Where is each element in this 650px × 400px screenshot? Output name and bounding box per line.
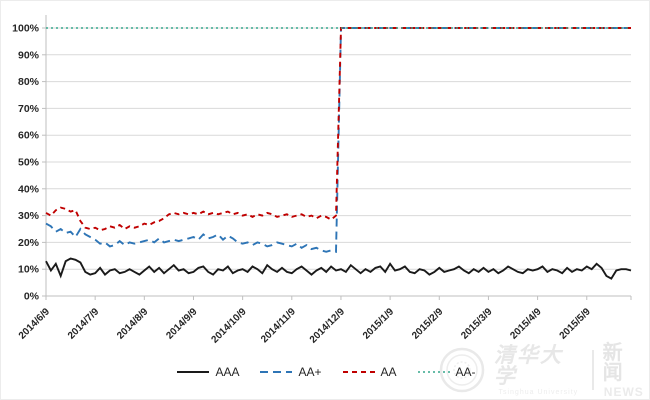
x-tick-label: 2014/10/9 xyxy=(210,306,250,346)
chart-legend: AAA AA+ AA AA- xyxy=(1,359,649,385)
line-chart: 0% 10% 20% 30% 40% 50% 60% 70% 80% 90% 100% 2014/6/… xyxy=(12,15,632,346)
legend-marker-AA+ xyxy=(260,371,293,373)
legend-item-AAA: AAA xyxy=(176,365,239,379)
legend-marker-AAA xyxy=(177,371,210,373)
x-tick-label: 2015/4/9 xyxy=(508,306,544,342)
x-tick-label: 2014/8/9 xyxy=(115,306,151,342)
legend-item-AA+: AA+ xyxy=(259,365,322,379)
legend-label-AA+: AA+ xyxy=(298,365,322,379)
y-tick-label: 0% xyxy=(24,291,40,303)
y-tick-label: 70% xyxy=(18,103,40,115)
x-tick-label: 2014/6/9 xyxy=(17,306,53,342)
series-line-AAA xyxy=(45,257,632,280)
y-tick-label: 80% xyxy=(18,76,40,88)
x-tick-label: 2015/2/9 xyxy=(410,306,446,342)
series-line-AA+ xyxy=(45,27,631,254)
legend-label-AA: AA xyxy=(380,365,397,379)
y-tick-label: 50% xyxy=(18,157,40,169)
x-tick-label: 2015/3/9 xyxy=(459,306,495,342)
legend-marker-AA- xyxy=(417,371,450,373)
x-tick-label: 2014/12/9 xyxy=(308,306,348,346)
watermark-university-en: Tsinghua University xyxy=(498,389,579,396)
gridlines xyxy=(46,27,631,270)
legend-marker-AA xyxy=(342,371,375,373)
legend-item-AA-: AA- xyxy=(417,365,476,379)
y-tick-label: 90% xyxy=(18,49,40,61)
series-line-AA xyxy=(45,27,631,232)
y-tick-label: 100% xyxy=(12,23,40,35)
y-tick-label: 60% xyxy=(18,130,40,142)
legend-label-AA-: AA- xyxy=(455,365,476,379)
legend-item-AA: AA xyxy=(342,365,397,379)
legend-label-AAA: AAA xyxy=(215,365,240,379)
x-tick-label: 2014/9/9 xyxy=(164,306,200,342)
axes: 0% 10% 20% 30% 40% 50% 60% 70% 80% 90% 100% 2014/6/… xyxy=(12,15,632,346)
watermark-news-en: NEWS xyxy=(603,384,644,399)
x-tick-label: 2014/7/9 xyxy=(66,306,102,342)
y-tick-label: 30% xyxy=(18,210,40,222)
x-tick-label: 2014/11/9 xyxy=(259,306,298,345)
x-tick-label: 2015/1/9 xyxy=(361,306,397,342)
y-tick-label: 40% xyxy=(18,183,40,195)
x-tick-label: 2015/5/9 xyxy=(558,306,594,342)
y-tick-label: 20% xyxy=(18,237,40,249)
y-tick-label: 10% xyxy=(18,264,40,276)
